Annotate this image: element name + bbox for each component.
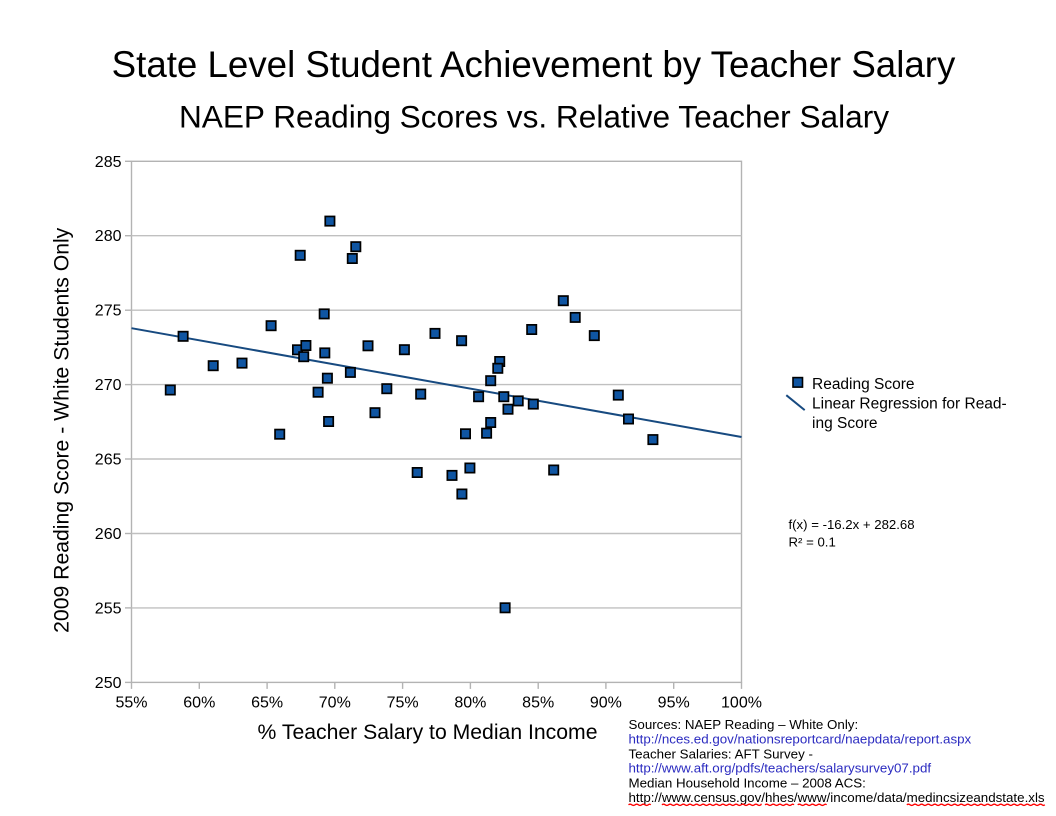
svg-text:250: 250 <box>95 675 122 692</box>
svg-text:265: 265 <box>95 452 122 469</box>
svg-text:55%: 55% <box>115 695 147 712</box>
svg-text:http://nces.ed.gov/nationsrepo: http://nces.ed.gov/nationsreportcard/nae… <box>629 732 972 747</box>
svg-text:80%: 80% <box>454 695 486 712</box>
svg-text:280: 280 <box>95 228 122 245</box>
svg-text:70%: 70% <box>319 695 351 712</box>
svg-text:f(x) = -16.2x + 282.68: f(x) = -16.2x + 282.68 <box>789 517 915 532</box>
svg-text:75%: 75% <box>387 695 419 712</box>
svg-text:270: 270 <box>95 377 122 394</box>
svg-text:285: 285 <box>95 154 122 171</box>
svg-text:260: 260 <box>95 526 122 543</box>
svg-text:60%: 60% <box>183 695 215 712</box>
svg-text:Teacher Salaries: AFT Survey -: Teacher Salaries: AFT Survey - <box>629 746 813 761</box>
svg-text:Linear Regression for Read-: Linear Regression for Read- <box>812 396 1007 413</box>
svg-text:90%: 90% <box>590 695 622 712</box>
svg-text:65%: 65% <box>251 695 283 712</box>
svg-text:275: 275 <box>95 303 122 320</box>
svg-text:http://www.census.gov/hhes/www: http://www.census.gov/hhes/www/income/da… <box>629 790 1045 805</box>
svg-text:ing Score: ing Score <box>812 415 877 432</box>
svg-text:100%: 100% <box>721 695 762 712</box>
svg-text:R² = 0.1: R² = 0.1 <box>789 535 836 550</box>
svg-text:85%: 85% <box>522 695 554 712</box>
svg-text:2009 Reading Score - White Stu: 2009 Reading Score - White Students Only <box>51 227 74 633</box>
svg-text:State Level Student Achievemen: State Level Student Achievement by Teach… <box>112 44 956 85</box>
svg-text:Median Household Income – 2008: Median Household Income – 2008 ACS: <box>629 775 866 790</box>
svg-text:http://www.aft.org/pdfs/teache: http://www.aft.org/pdfs/teachers/salarys… <box>629 761 932 776</box>
svg-text:95%: 95% <box>658 695 690 712</box>
svg-text:NAEP Reading Scores vs. Relati: NAEP Reading Scores vs. Relative Teacher… <box>179 99 889 135</box>
svg-text:Reading Score: Reading Score <box>812 376 915 393</box>
svg-text:Sources: NAEP Reading – White: Sources: NAEP Reading – White Only: <box>629 717 859 732</box>
svg-text:% Teacher Salary to Median Inc: % Teacher Salary to Median Income <box>258 721 598 744</box>
svg-text:255: 255 <box>95 600 122 617</box>
